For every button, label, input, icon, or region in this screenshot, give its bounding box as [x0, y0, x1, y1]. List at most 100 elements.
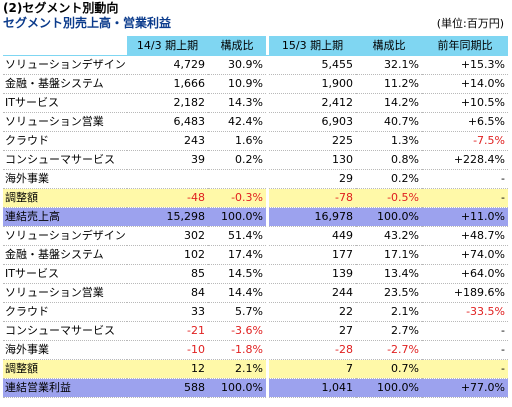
table-row: 金融・基盤システム 102 17.4% 177 17.1% +74.0% [3, 245, 508, 265]
header-period2: 15/3 期上期 [269, 36, 356, 56]
row-label: ソリューション営業 [3, 283, 127, 303]
yoy-change: +48.7% [422, 226, 508, 246]
period1-ratio: 14.5% [208, 264, 266, 284]
table-row: 調整額 -48 -0.3% -78 -0.5% - [3, 188, 508, 208]
row-label: ソリューション営業 [3, 112, 127, 132]
period1-ratio: 5.7% [208, 302, 266, 322]
period1-value: 588 [127, 378, 208, 398]
column-gap [266, 302, 269, 322]
row-label: 海外事業 [3, 340, 127, 360]
header-label-cell [3, 36, 127, 56]
period2-ratio: 0.2% [356, 169, 422, 189]
table-row: 海外事業 -10 -1.8% -28 -2.7% - [3, 340, 508, 360]
table-header-row: 14/3 期上期 構成比 15/3 期上期 構成比 前年同期比 [3, 36, 508, 56]
row-label: ITサービス [3, 264, 127, 284]
period2-value: 449 [269, 226, 356, 246]
column-gap [266, 207, 269, 227]
period1-ratio: 100.0% [208, 207, 266, 227]
column-gap [266, 36, 269, 56]
period1-value: 39 [127, 150, 208, 170]
period2-value: 1,041 [269, 378, 356, 398]
row-label: ソリューションデザイン [3, 226, 127, 246]
row-label: 金融・基盤システム [3, 245, 127, 265]
period2-ratio: -0.5% [356, 188, 422, 208]
period1-value: 84 [127, 283, 208, 303]
period1-value: -21 [127, 321, 208, 341]
row-label: 金融・基盤システム [3, 74, 127, 94]
period2-ratio: 1.3% [356, 131, 422, 151]
segment-table: 14/3 期上期 構成比 15/3 期上期 構成比 前年同期比 ソリューションデ… [3, 36, 508, 398]
period1-ratio: 42.4% [208, 112, 266, 132]
column-gap [266, 340, 269, 360]
yoy-change: - [422, 321, 508, 341]
row-label: クラウド [3, 131, 127, 151]
yoy-change: - [422, 340, 508, 360]
header-period1: 14/3 期上期 [127, 36, 208, 56]
header-ratio2: 構成比 [356, 36, 422, 56]
yoy-change: +64.0% [422, 264, 508, 284]
period1-value [127, 169, 208, 189]
section-heading: (2)セグメント別動向 [3, 1, 119, 15]
yoy-change: - [422, 188, 508, 208]
period2-value: 244 [269, 283, 356, 303]
table-row: 連結営業利益 588 100.0% 1,041 100.0% +77.0% [3, 378, 508, 398]
row-label: 調整額 [3, 359, 127, 379]
table-row: ITサービス 85 14.5% 139 13.4% +64.0% [3, 264, 508, 284]
period2-ratio: 13.4% [356, 264, 422, 284]
period2-value: 16,978 [269, 207, 356, 227]
column-gap [266, 321, 269, 341]
period2-value: 7 [269, 359, 356, 379]
row-label: 調整額 [3, 188, 127, 208]
period1-value: 2,182 [127, 93, 208, 113]
period1-ratio: 14.4% [208, 283, 266, 303]
period1-value: 15,298 [127, 207, 208, 227]
period1-ratio: -1.8% [208, 340, 266, 360]
period2-value: 27 [269, 321, 356, 341]
period1-value: -10 [127, 340, 208, 360]
period2-ratio: 14.2% [356, 93, 422, 113]
period2-value: 139 [269, 264, 356, 284]
column-gap [266, 150, 269, 170]
period2-ratio: 0.8% [356, 150, 422, 170]
period2-ratio: 100.0% [356, 378, 422, 398]
table-row: 金融・基盤システム 1,666 10.9% 1,900 11.2% +14.0% [3, 74, 508, 94]
column-gap [266, 245, 269, 265]
table-row: コンシューマサービス -21 -3.6% 27 2.7% - [3, 321, 508, 341]
table-title: セグメント別売上高・営業利益 [3, 16, 172, 30]
period2-value: 6,903 [269, 112, 356, 132]
yoy-change: +74.0% [422, 245, 508, 265]
period1-value: 6,483 [127, 112, 208, 132]
yoy-change: +14.0% [422, 74, 508, 94]
table-row: ITサービス 2,182 14.3% 2,412 14.2% +10.5% [3, 93, 508, 113]
column-gap [266, 74, 269, 94]
yoy-change: +10.5% [422, 93, 508, 113]
column-gap [266, 55, 269, 75]
period2-value: 5,455 [269, 55, 356, 75]
period1-ratio: 17.4% [208, 245, 266, 265]
table-row: ソリューション営業 6,483 42.4% 6,903 40.7% +6.5% [3, 112, 508, 132]
row-label: ソリューションデザイン [3, 55, 127, 75]
period1-ratio: 51.4% [208, 226, 266, 246]
period1-ratio: 100.0% [208, 378, 266, 398]
row-label: コンシューマサービス [3, 321, 127, 341]
period2-ratio: 2.1% [356, 302, 422, 322]
column-gap [266, 378, 269, 398]
period2-ratio: 32.1% [356, 55, 422, 75]
period1-ratio: -0.3% [208, 188, 266, 208]
period2-value: 1,900 [269, 74, 356, 94]
period1-value: -48 [127, 188, 208, 208]
table-row: クラウド 33 5.7% 22 2.1% -33.5% [3, 302, 508, 322]
yoy-change: - [422, 169, 508, 189]
period2-value: 225 [269, 131, 356, 151]
table-row: 海外事業 29 0.2% - [3, 169, 508, 189]
period2-ratio: 43.2% [356, 226, 422, 246]
period1-value: 243 [127, 131, 208, 151]
period2-value: 29 [269, 169, 356, 189]
table-row: ソリューションデザイン 302 51.4% 449 43.2% +48.7% [3, 226, 508, 246]
period2-value: 130 [269, 150, 356, 170]
header-yoy: 前年同期比 [422, 36, 508, 56]
column-gap [266, 264, 269, 284]
period2-value: 22 [269, 302, 356, 322]
column-gap [266, 169, 269, 189]
period2-value: 2,412 [269, 93, 356, 113]
